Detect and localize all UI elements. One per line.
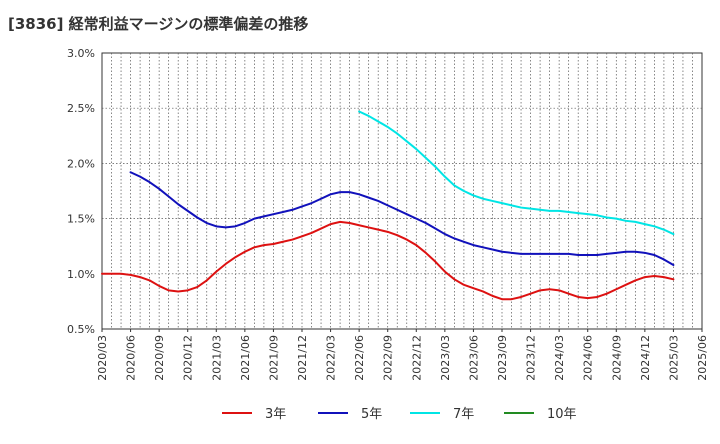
y-tick-label: 0.5% (67, 323, 95, 336)
plot-area (101, 52, 703, 330)
x-tick-label: 2021/06 (239, 335, 252, 381)
legend: 3年 5年 7年 10年 (222, 407, 577, 422)
x-tick-label: 2024/06 (582, 335, 595, 381)
x-tick-label: 2023/09 (496, 335, 509, 381)
series-line-3年 (101, 220, 675, 301)
x-tick-label: 2020/06 (125, 335, 138, 381)
y-tick-label: 1.0% (67, 268, 95, 281)
y-tick-label: 2.0% (67, 157, 95, 170)
x-tick-label: 2020/12 (182, 335, 195, 381)
x-tick-label: 2023/06 (467, 335, 480, 381)
x-tick-label: 2024/09 (610, 335, 623, 381)
y-tick-label: 2.5% (67, 102, 95, 115)
legend-item-5年: 5年 (318, 407, 382, 422)
x-tick-label: 2023/12 (525, 335, 538, 381)
series-layer (101, 110, 675, 301)
x-tick-label: 2025/06 (696, 335, 709, 381)
x-tick-label: 2022/09 (382, 335, 395, 381)
y-axis: 0.5% 1.0% 1.5% 2.0% 2.5% 3.0% (67, 47, 95, 336)
y-tick-label: 1.5% (67, 213, 95, 226)
legend-item-7年: 7年 (410, 407, 474, 422)
legend-item-3年: 3年 (222, 407, 286, 422)
legend-label: 5年 (361, 407, 382, 422)
x-tick-label: 2020/03 (96, 335, 109, 381)
y-tick-label: 3.0% (67, 47, 95, 60)
chart-title: [3836] 経常利益マージンの標準偏差の推移 (8, 15, 308, 33)
legend-label: 10年 (547, 407, 577, 422)
series-line-7年 (358, 110, 675, 236)
x-tick-label: 2021/03 (210, 335, 223, 381)
legend-item-10年: 10年 (504, 407, 577, 422)
legend-label: 7年 (453, 407, 474, 422)
x-tick-label: 2022/03 (325, 335, 338, 381)
grid (102, 53, 702, 329)
x-tick-label: 2025/03 (667, 335, 680, 381)
series-line-5年 (129, 171, 675, 266)
x-tick-label: 2024/12 (639, 335, 652, 381)
x-tick-label: 2021/09 (267, 335, 280, 381)
x-tick-label: 2022/12 (410, 335, 423, 381)
legend-label: 3年 (265, 407, 286, 422)
x-tick-label: 2020/09 (153, 335, 166, 381)
x-axis: 2020/03 2020/06 2020/09 2020/12 2021/03 2021/… (96, 329, 709, 381)
x-tick-label: 2021/12 (296, 335, 309, 381)
x-tick-label: 2024/03 (553, 335, 566, 381)
x-tick-label: 2023/03 (439, 335, 452, 381)
x-tick-label: 2022/06 (353, 335, 366, 381)
